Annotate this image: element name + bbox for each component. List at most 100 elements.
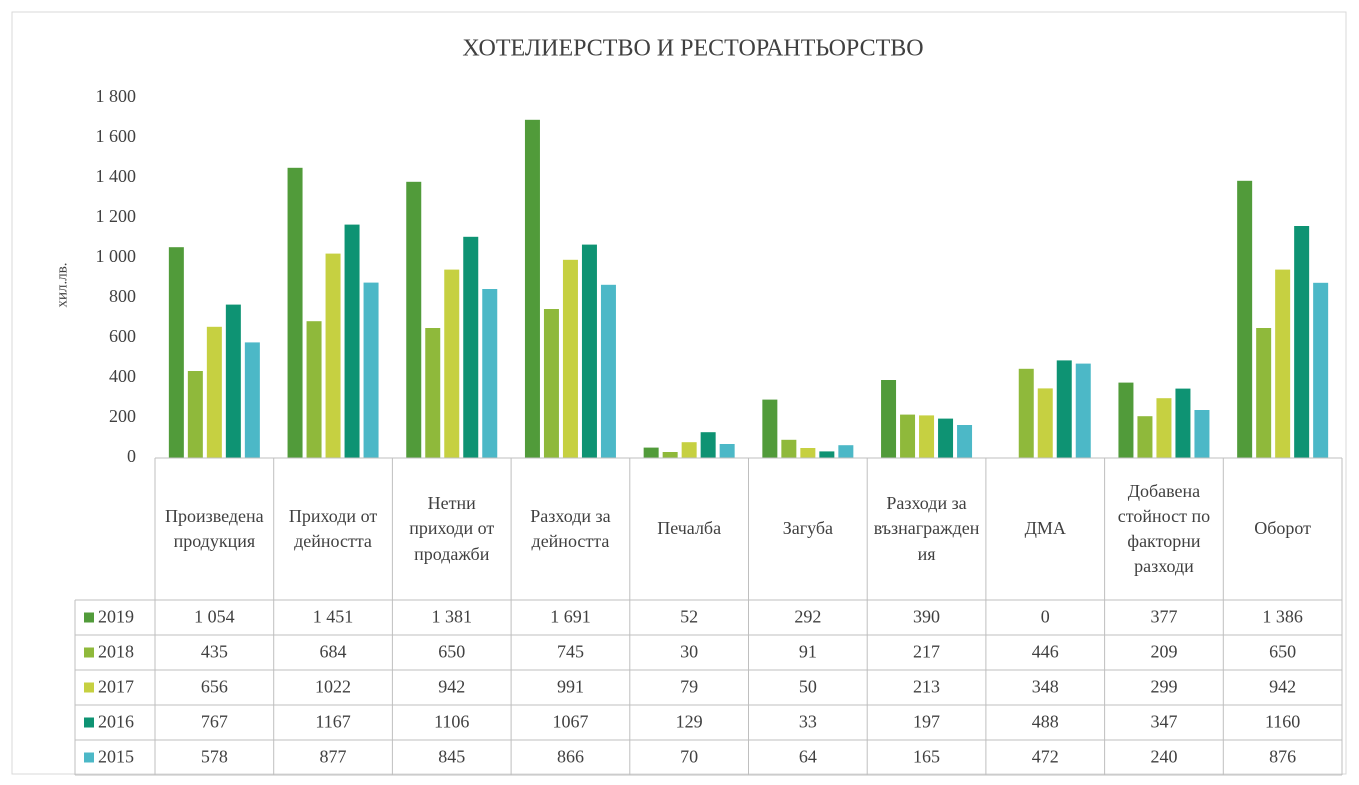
table-value: 209	[1150, 642, 1177, 662]
table-value: 1106	[434, 712, 469, 732]
table-value: 650	[438, 642, 465, 662]
table-value: 129	[676, 712, 703, 732]
bar	[1256, 328, 1272, 458]
category-label: Добавена стойност по факторни разходи	[1117, 480, 1211, 577]
y-tick-label: 1 800	[96, 86, 137, 106]
table-value: 767	[201, 712, 228, 732]
category-label: Разходи за възнаграждения	[873, 493, 980, 564]
y-tick-label: 1 200	[96, 206, 137, 226]
legend-swatch	[84, 752, 94, 763]
bar	[287, 167, 303, 459]
bar	[719, 444, 735, 458]
table-value: 472	[1032, 747, 1059, 767]
legend-label: 2015	[98, 747, 134, 767]
table-value: 876	[1269, 747, 1296, 767]
table-value: 70	[680, 747, 698, 767]
y-tick-label: 600	[109, 326, 136, 346]
table-value: 942	[438, 677, 465, 697]
legend-label: 2019	[98, 607, 134, 627]
table-value: 197	[913, 712, 940, 732]
legend-label: 2018	[98, 642, 134, 662]
table-value: 213	[913, 677, 940, 697]
legend-swatch	[84, 682, 94, 693]
bar	[1075, 363, 1091, 458]
bar	[1175, 388, 1191, 458]
table-value: 488	[1032, 712, 1059, 732]
y-tick-label: 200	[109, 406, 136, 426]
table-value: 1 451	[313, 607, 354, 627]
bar	[344, 224, 360, 458]
y-tick-label: 0	[127, 446, 136, 466]
table-value: 240	[1150, 747, 1177, 767]
bar	[643, 447, 659, 458]
table-value: 866	[557, 747, 584, 767]
table-value: 299	[1150, 677, 1177, 697]
bar	[187, 371, 203, 458]
table-value: 1 054	[194, 607, 235, 627]
category-label: Печалба	[657, 518, 722, 539]
bar	[800, 448, 816, 458]
table-value: 1167	[315, 712, 350, 732]
table-value: 845	[438, 747, 465, 767]
chart-border	[11, 11, 1347, 775]
bar	[700, 432, 716, 458]
y-tick-label: 1 400	[96, 166, 137, 186]
y-tick-label: 1 600	[96, 126, 137, 146]
bar	[819, 451, 835, 458]
legend-swatch	[84, 647, 94, 658]
bar	[957, 425, 973, 458]
table-value: 165	[913, 747, 940, 767]
table-value: 435	[201, 642, 228, 662]
bar	[938, 418, 954, 458]
table-value: 991	[557, 677, 584, 697]
table-value: 390	[913, 607, 940, 627]
bar	[1118, 382, 1134, 458]
bar	[762, 399, 778, 458]
bar	[225, 304, 241, 458]
bar	[919, 415, 935, 458]
table-value: 650	[1269, 642, 1296, 662]
table-value: 79	[680, 677, 698, 697]
category-label: Приходи от дейността	[288, 505, 378, 551]
bar	[581, 244, 597, 458]
table-value: 877	[320, 747, 347, 767]
bar	[900, 414, 916, 458]
table-value: 684	[320, 642, 347, 662]
y-tick-label: 800	[109, 286, 136, 306]
bar	[881, 380, 897, 458]
bar	[524, 119, 540, 459]
bar	[482, 289, 498, 458]
category-label: Оборот	[1254, 518, 1312, 539]
bar	[1294, 226, 1310, 458]
bar	[425, 328, 441, 458]
category-label: Загуба	[782, 518, 833, 539]
bar	[543, 309, 559, 458]
category-label: Нетни приходи от продажби	[409, 493, 495, 564]
table-value: 446	[1032, 642, 1059, 662]
table-value: 217	[913, 642, 940, 662]
legend-swatch	[84, 612, 94, 623]
table-value: 656	[201, 677, 228, 697]
table-value: 1022	[315, 677, 351, 697]
table-value: 745	[557, 642, 584, 662]
bar	[562, 259, 578, 458]
table-value: 348	[1032, 677, 1059, 697]
bar	[1275, 269, 1291, 458]
bar	[1137, 416, 1153, 458]
bar	[406, 181, 422, 459]
table-value: 30	[680, 642, 698, 662]
table-value: 1160	[1265, 712, 1300, 732]
bar	[444, 269, 460, 458]
bar	[363, 282, 379, 458]
bar	[1037, 388, 1053, 458]
table-value: 347	[1150, 712, 1177, 732]
y-axis-label: хил.лв.	[54, 262, 70, 307]
chart-title: ХОТЕЛИЕРСТВО И РЕСТОРАНТЬОРСТВО	[462, 36, 923, 62]
bar	[838, 445, 854, 458]
table-value: 377	[1150, 607, 1177, 627]
category-label: Разходи за дейността	[530, 505, 611, 551]
y-tick-label: 400	[109, 366, 136, 386]
category-label: Произведена продукция	[165, 505, 264, 551]
